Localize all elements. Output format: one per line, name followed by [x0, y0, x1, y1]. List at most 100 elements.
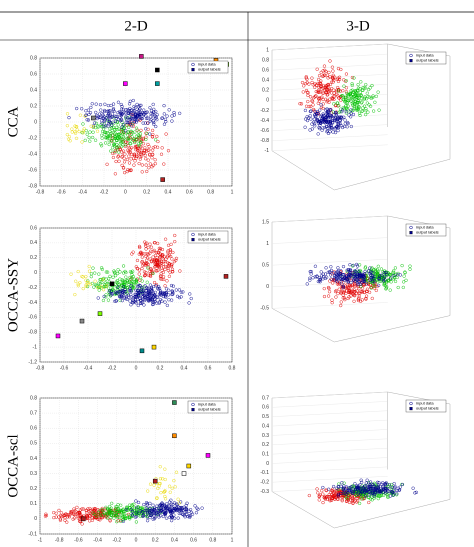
- cloud-point: [382, 271, 386, 275]
- cloud-point: [177, 288, 182, 292]
- cloud-point: [128, 122, 133, 126]
- cloud-point: [86, 118, 91, 122]
- cloud-point: [123, 143, 128, 147]
- cloud-point: [321, 500, 325, 505]
- cloud-point: [105, 131, 109, 135]
- cloud-point: [148, 251, 152, 255]
- cloud-point: [123, 269, 127, 274]
- cloud-point: [391, 271, 395, 275]
- cloud-point: [124, 111, 128, 115]
- cloud-point: [178, 269, 182, 273]
- x-tick-label: -0.4: [84, 365, 93, 371]
- grid-line: [271, 419, 388, 427]
- cloud-point: [350, 102, 354, 106]
- cloud-point: [377, 276, 381, 281]
- cloud-point: [121, 107, 125, 112]
- cloud-point: [385, 272, 389, 276]
- cloud-point: [357, 93, 361, 98]
- cloud-point: [178, 111, 182, 115]
- cloud-point: [330, 118, 334, 123]
- cloud-point: [332, 113, 336, 117]
- z-tick-label: 0: [266, 461, 269, 467]
- cloud-point: [145, 502, 150, 506]
- cloud-point: [313, 110, 317, 114]
- cloud-point: [319, 103, 323, 107]
- legend-swatch: [191, 68, 195, 72]
- cloud-point: [127, 154, 131, 158]
- cloud-point: [89, 124, 93, 128]
- cloud-point: [344, 97, 348, 101]
- cloud-point: [159, 491, 163, 495]
- cloud-point: [70, 130, 74, 134]
- cloud-point: [345, 100, 349, 105]
- cloud-point: [136, 292, 140, 296]
- cloud-point: [65, 112, 70, 116]
- cloud-point: [153, 258, 157, 262]
- cloud-point: [163, 497, 168, 501]
- cloud-point: [330, 126, 334, 130]
- cloud-point: [387, 491, 391, 495]
- cloud-point: [388, 273, 393, 277]
- cloud-point: [389, 280, 393, 284]
- cloud-point: [146, 121, 150, 125]
- cloud-point: [346, 296, 350, 301]
- y-tick-label: 0: [34, 516, 37, 522]
- cloud-point: [153, 158, 157, 162]
- cloud-point: [365, 91, 369, 95]
- cloud-point: [110, 292, 115, 296]
- cloud-point: [403, 270, 407, 274]
- cloud-point: [65, 513, 70, 517]
- cloud-point: [77, 129, 81, 134]
- cloud-point: [305, 90, 309, 94]
- cloud-point: [200, 506, 204, 510]
- cloud-point: [146, 298, 150, 302]
- cloud-point: [151, 284, 156, 289]
- cloud-point: [336, 266, 340, 270]
- cloud-point: [364, 107, 368, 111]
- cloud-point: [140, 170, 144, 174]
- cloud-point: [329, 277, 333, 281]
- cloud-point: [108, 114, 112, 119]
- cloud-point: [113, 128, 117, 132]
- cloud-point: [372, 275, 376, 279]
- cloud-point: [371, 487, 375, 491]
- grid-line: [271, 237, 388, 244]
- cloud-point: [150, 156, 154, 160]
- cloud-point: [353, 275, 358, 279]
- cloud-point: [160, 299, 164, 303]
- cloud-point: [331, 110, 335, 114]
- cloud-point: [346, 98, 351, 103]
- cloud-point: [134, 154, 139, 159]
- cloud-point: [134, 506, 139, 511]
- cloud-point: [317, 494, 321, 499]
- cloud-point: [73, 292, 77, 297]
- cloud-point: [97, 112, 102, 116]
- cloud-point: [135, 138, 139, 142]
- cloud-point: [147, 507, 151, 511]
- cloud-point: [343, 118, 347, 122]
- y-tick-label: -1: [33, 344, 38, 350]
- cloud-point: [72, 512, 76, 516]
- cloud-point: [350, 108, 354, 113]
- cloud-point: [135, 505, 139, 509]
- cloud-point: [156, 295, 160, 299]
- cloud-point: [358, 113, 362, 118]
- cloud-point: [135, 266, 139, 271]
- cloud-point: [140, 505, 144, 510]
- cloud-point: [143, 506, 147, 510]
- cloud-point: [148, 119, 152, 123]
- cloud-point: [339, 300, 343, 304]
- cloud-point: [107, 109, 111, 113]
- cloud-point: [146, 292, 150, 297]
- cloud-point: [43, 514, 48, 518]
- cloud-point: [114, 505, 118, 509]
- cloud-point: [98, 509, 102, 513]
- cloud-point: [134, 138, 138, 142]
- cloud-point: [139, 103, 143, 107]
- cloud-point: [103, 130, 108, 135]
- cloud-point: [351, 263, 355, 268]
- cloud-point: [335, 489, 339, 493]
- output-label: [155, 67, 160, 73]
- cloud-point: [378, 490, 383, 494]
- cloud-point: [121, 138, 126, 142]
